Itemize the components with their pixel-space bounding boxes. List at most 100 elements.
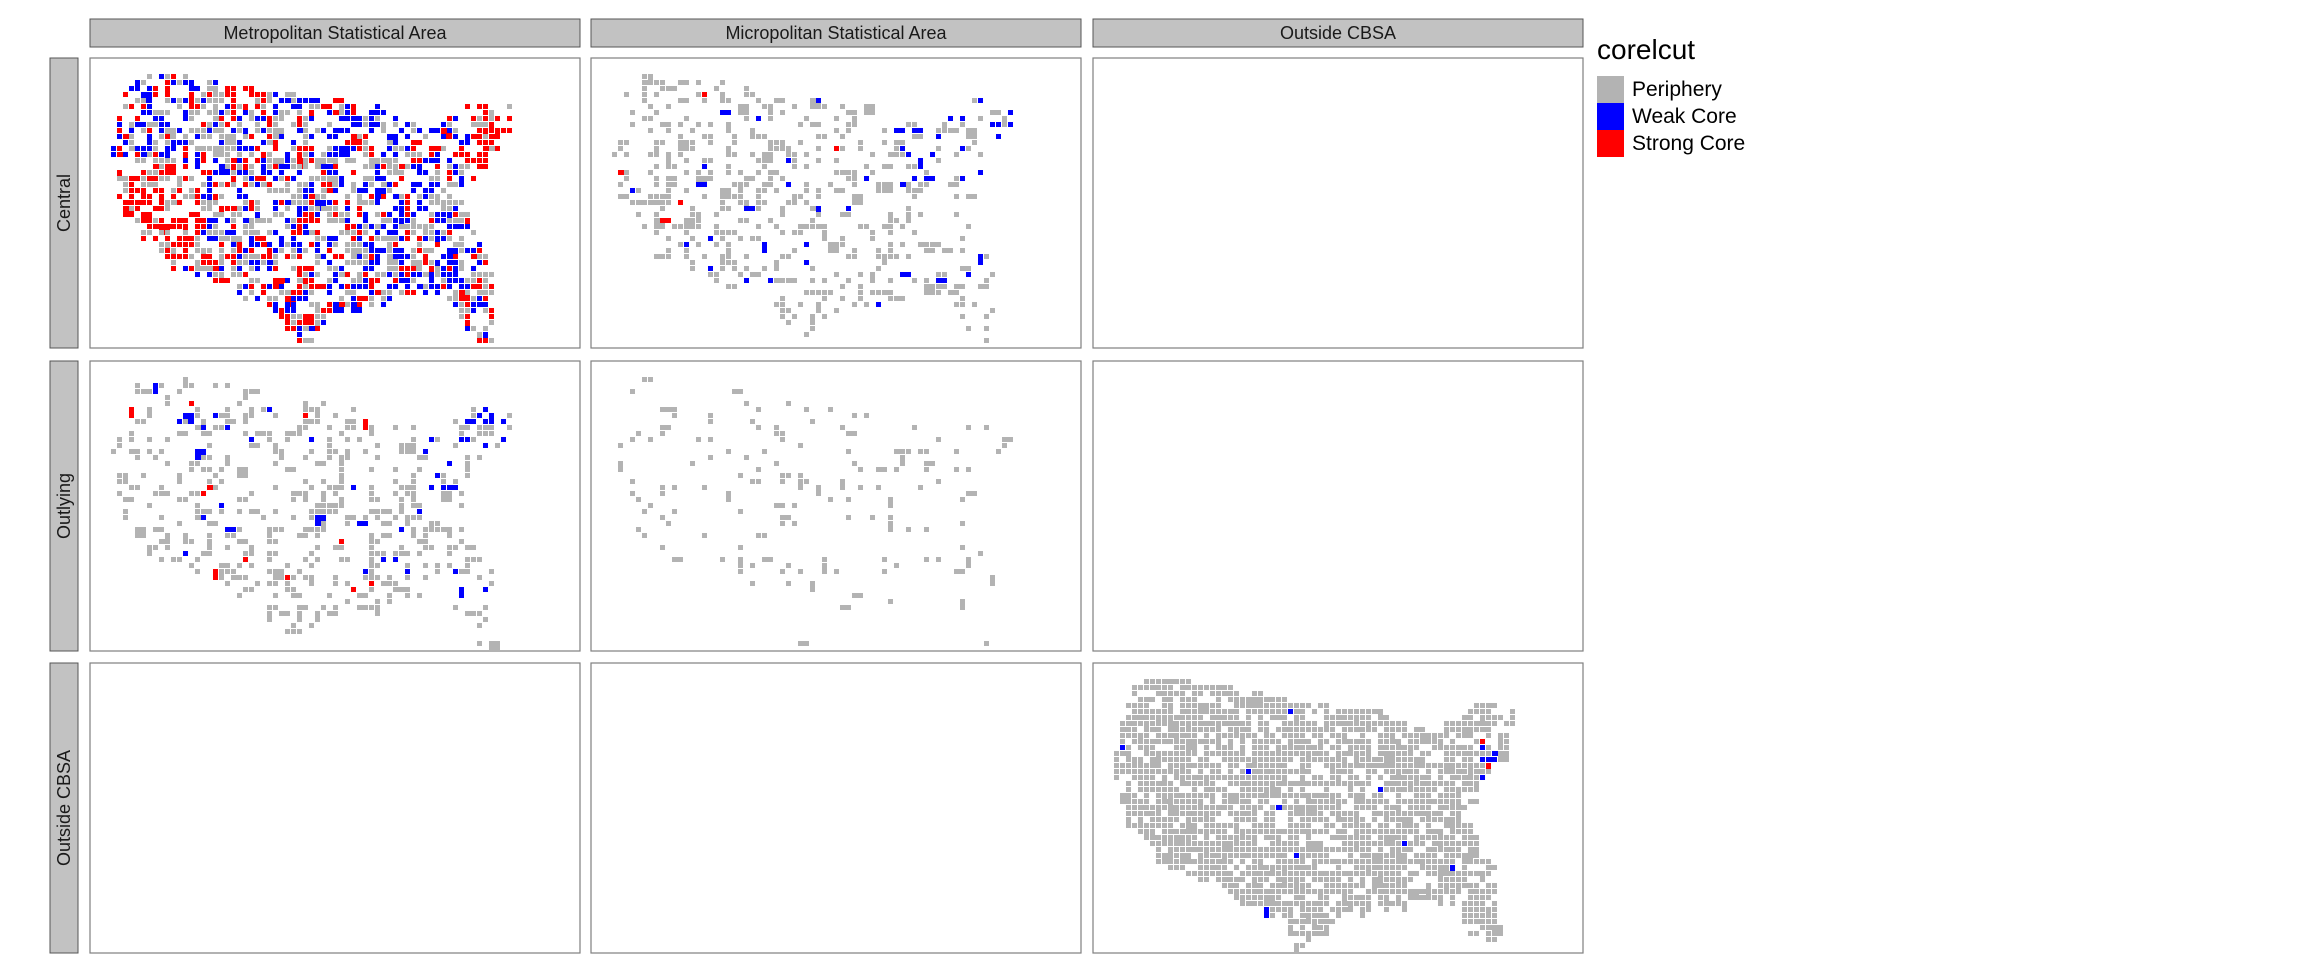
county-cell	[1246, 889, 1251, 894]
county-cell	[483, 617, 488, 622]
county-cell	[786, 563, 791, 568]
county-cell	[153, 383, 158, 394]
county-cell	[189, 461, 194, 466]
county-cell	[660, 194, 671, 199]
county-cell	[1348, 739, 1353, 744]
county-cell	[756, 98, 761, 103]
county-cell	[165, 176, 170, 181]
county-cell	[816, 212, 821, 217]
county-cell	[225, 122, 230, 127]
county-cell	[165, 158, 170, 163]
county-cell	[213, 278, 218, 283]
county-cell	[1384, 721, 1389, 726]
county-cell	[1210, 793, 1215, 804]
county-cell	[1402, 733, 1407, 738]
county-cell	[1342, 823, 1347, 828]
county-cell	[1156, 859, 1161, 864]
county-cell	[453, 569, 458, 574]
county-cell	[1210, 847, 1215, 852]
county-cell	[129, 104, 134, 109]
county-cell	[195, 236, 200, 241]
county-cell	[297, 332, 302, 337]
county-cell	[1492, 715, 1497, 720]
county-cell	[1390, 745, 1395, 750]
county-cell	[1396, 745, 1407, 750]
county-cell	[660, 122, 671, 127]
county-cell	[303, 158, 308, 169]
county-cell	[231, 116, 236, 121]
county-cell	[1240, 757, 1245, 762]
county-cell	[1492, 907, 1497, 912]
county-cell	[363, 212, 368, 223]
county-cell	[1204, 775, 1209, 786]
county-cell	[195, 569, 200, 574]
county-cell	[225, 527, 236, 532]
county-cell	[858, 296, 863, 301]
county-cell	[339, 284, 344, 289]
county-cell	[477, 254, 482, 259]
county-cell	[345, 248, 350, 253]
county-cell	[1246, 871, 1251, 876]
county-cell	[1282, 865, 1287, 876]
county-cell	[996, 449, 1001, 454]
county-cell	[447, 176, 452, 181]
county-cell	[888, 248, 893, 253]
county-cell	[1138, 745, 1143, 750]
county-cell	[1216, 763, 1221, 768]
county-cell	[768, 218, 773, 223]
county-cell	[1156, 799, 1161, 804]
county-cell	[768, 176, 773, 181]
county-cell	[225, 581, 230, 586]
county-cell	[738, 236, 743, 241]
county-cell	[1306, 889, 1311, 894]
county-cell	[1330, 919, 1335, 924]
county-cell	[1300, 793, 1311, 798]
county-cell	[1288, 709, 1293, 714]
county-cell	[1002, 116, 1007, 127]
county-cell	[441, 485, 446, 490]
county-cell	[1198, 799, 1203, 810]
county-cell	[1270, 841, 1275, 846]
county-cell	[465, 224, 470, 229]
county-cell	[1378, 823, 1383, 828]
county-cell	[966, 491, 977, 496]
county-cell	[351, 104, 356, 115]
county-cell	[297, 320, 302, 325]
county-cell	[1288, 931, 1299, 936]
county-cell	[309, 407, 314, 412]
county-cell	[117, 443, 122, 448]
county-cell	[660, 431, 665, 436]
county-cell	[666, 425, 671, 430]
county-cell	[1288, 769, 1293, 774]
county-cell	[285, 302, 290, 313]
county-cell	[345, 419, 356, 424]
county-cell	[1306, 817, 1311, 822]
county-cell	[225, 407, 230, 412]
county-cell	[303, 116, 308, 121]
county-cell	[732, 182, 737, 187]
county-cell	[303, 152, 308, 157]
county-cell	[153, 86, 158, 91]
county-cell	[1234, 775, 1239, 780]
county-cell	[1318, 817, 1323, 822]
county-cell	[129, 485, 134, 490]
county-cell	[381, 164, 386, 169]
county-cell	[1276, 829, 1287, 834]
county-cell	[357, 302, 362, 307]
column-strip-metropolitan: Metropolitan Statistical Area	[89, 18, 581, 48]
county-cell	[1450, 721, 1455, 726]
county-cell	[1336, 709, 1341, 714]
county-cell	[1444, 853, 1449, 858]
county-cell	[249, 407, 254, 418]
county-cell	[375, 575, 380, 580]
county-cell	[1354, 817, 1359, 828]
county-cell	[243, 146, 248, 151]
county-cell	[1312, 817, 1317, 822]
county-cell	[1480, 901, 1485, 906]
county-cell	[642, 377, 647, 382]
county-cell	[435, 266, 440, 277]
county-cell	[1330, 805, 1335, 810]
county-cell	[1480, 859, 1485, 864]
county-cell	[1186, 811, 1197, 816]
county-cell	[339, 110, 344, 115]
